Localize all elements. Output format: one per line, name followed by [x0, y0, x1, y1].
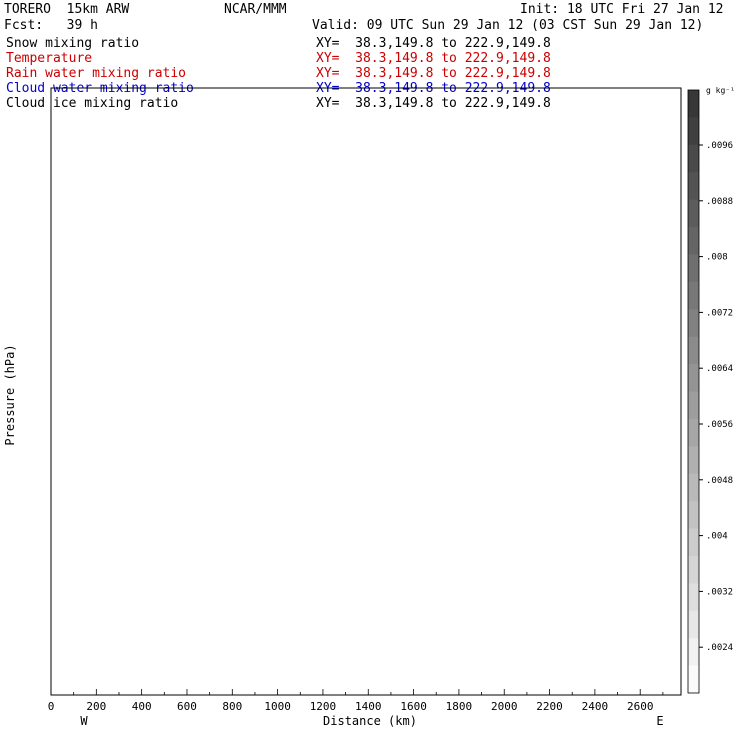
valid-time: Valid: 09 UTC Sun 29 Jan 12 (03 CST Sun …: [312, 18, 704, 33]
field-name-temperature: Temperature: [6, 51, 93, 66]
colorbar-segment: [688, 199, 699, 228]
plot-frame: [50, 87, 682, 696]
colorbar: .0096 .0088 .008 .0072 .0064 .0056 .0048 .004 .0…: [687, 89, 733, 694]
colorbar-tick-label: .0064: [706, 364, 733, 374]
colorbar-frame: [687, 89, 700, 694]
colorbar-segment: [688, 336, 699, 365]
x-tick-label: 1400: [355, 700, 382, 713]
field-name-cloud-water: Cloud water mixing ratio: [6, 81, 194, 96]
colorbar-segment: [688, 90, 699, 118]
colorbar-segment: [688, 172, 699, 201]
field-xy-cloud-ice: XY= 38.3,149.8 to 222.9,149.8: [316, 96, 551, 111]
colorbar-unit: g kg⁻¹: [706, 86, 735, 95]
y-axis-title: Pressure (hPa): [3, 344, 17, 445]
x-tick-label: 400: [132, 700, 152, 713]
colorbar-tick-label: .0032: [706, 587, 733, 597]
colorbar-segment: [688, 501, 699, 530]
x-tick-label: 1200: [310, 700, 337, 713]
x-tick-label: 0: [48, 700, 55, 713]
colorbar-tick-label: .0072: [706, 308, 733, 318]
colorbar-segment: [688, 144, 699, 173]
colorbar-tick-label: .0048: [706, 476, 733, 486]
colorbar-segment: [688, 446, 699, 475]
x-tick-label: 600: [177, 700, 197, 713]
field-xy-rain: XY= 38.3,149.8 to 222.9,149.8: [316, 66, 551, 81]
colorbar-segment: [688, 528, 699, 557]
colorbar-segment: [688, 555, 699, 584]
x-axis: 0 200 400 600 800 1000 1200 1400 1600 1800 2000 220…: [48, 689, 664, 713]
colorbar-tick-label: .004: [706, 532, 728, 542]
colorbar-segment: [688, 117, 699, 146]
forecast-hour: Fcst: 39 h: [4, 18, 98, 33]
colorbar-segment: [688, 227, 699, 255]
x-axis-title: Distance (km): [323, 714, 417, 728]
colorbar-segment: [688, 281, 699, 310]
colorbar-tick-label: .0096: [706, 141, 733, 151]
colorbar-segment: [688, 583, 699, 612]
x-tick-label: 2000: [491, 700, 518, 713]
field-name-rain: Rain water mixing ratio: [6, 66, 187, 81]
x-tick-label: 2400: [582, 700, 609, 713]
x-tick-label: 1000: [264, 700, 291, 713]
east-end-label: E: [656, 714, 663, 728]
colorbar-tick-label: .0088: [706, 197, 733, 207]
x-tick-label: 1600: [400, 700, 427, 713]
organization-label: NCAR/MMM: [224, 2, 287, 17]
colorbar-segment: [688, 610, 699, 639]
colorbar-tick-label: .0024: [706, 643, 733, 653]
colorbar-tick-label: .008: [706, 253, 728, 263]
colorbar-segment: [688, 254, 699, 283]
colorbar-segment: [688, 364, 699, 392]
x-tick-label: 2600: [627, 700, 654, 713]
x-tick-label: 200: [86, 700, 106, 713]
colorbar-segment: [688, 309, 699, 338]
field-xy-temperature: XY= 38.3,149.8 to 222.9,149.8: [316, 51, 551, 66]
field-name-snow: Snow mixing ratio: [6, 36, 140, 51]
colorbar-tick-label: .0056: [706, 420, 733, 430]
field-xy-snow: XY= 38.3,149.8 to 222.9,149.8: [316, 36, 551, 51]
west-end-label: W: [80, 714, 88, 728]
colorbar-segment: [688, 473, 699, 502]
colorbar-segment: [688, 418, 699, 447]
x-tick-label: 1800: [446, 700, 473, 713]
field-name-cloud-ice: Cloud ice mixing ratio: [6, 96, 179, 111]
x-tick-label: 800: [222, 700, 242, 713]
colorbar-segment: [688, 665, 699, 694]
model-title: TORERO 15km ARW: [4, 2, 130, 17]
x-tick-label: 2200: [536, 700, 563, 713]
colorbar-segment: [688, 391, 699, 420]
init-time: Init: 18 UTC Fri 27 Jan 12: [520, 2, 724, 17]
colorbar-segment: [688, 638, 699, 667]
